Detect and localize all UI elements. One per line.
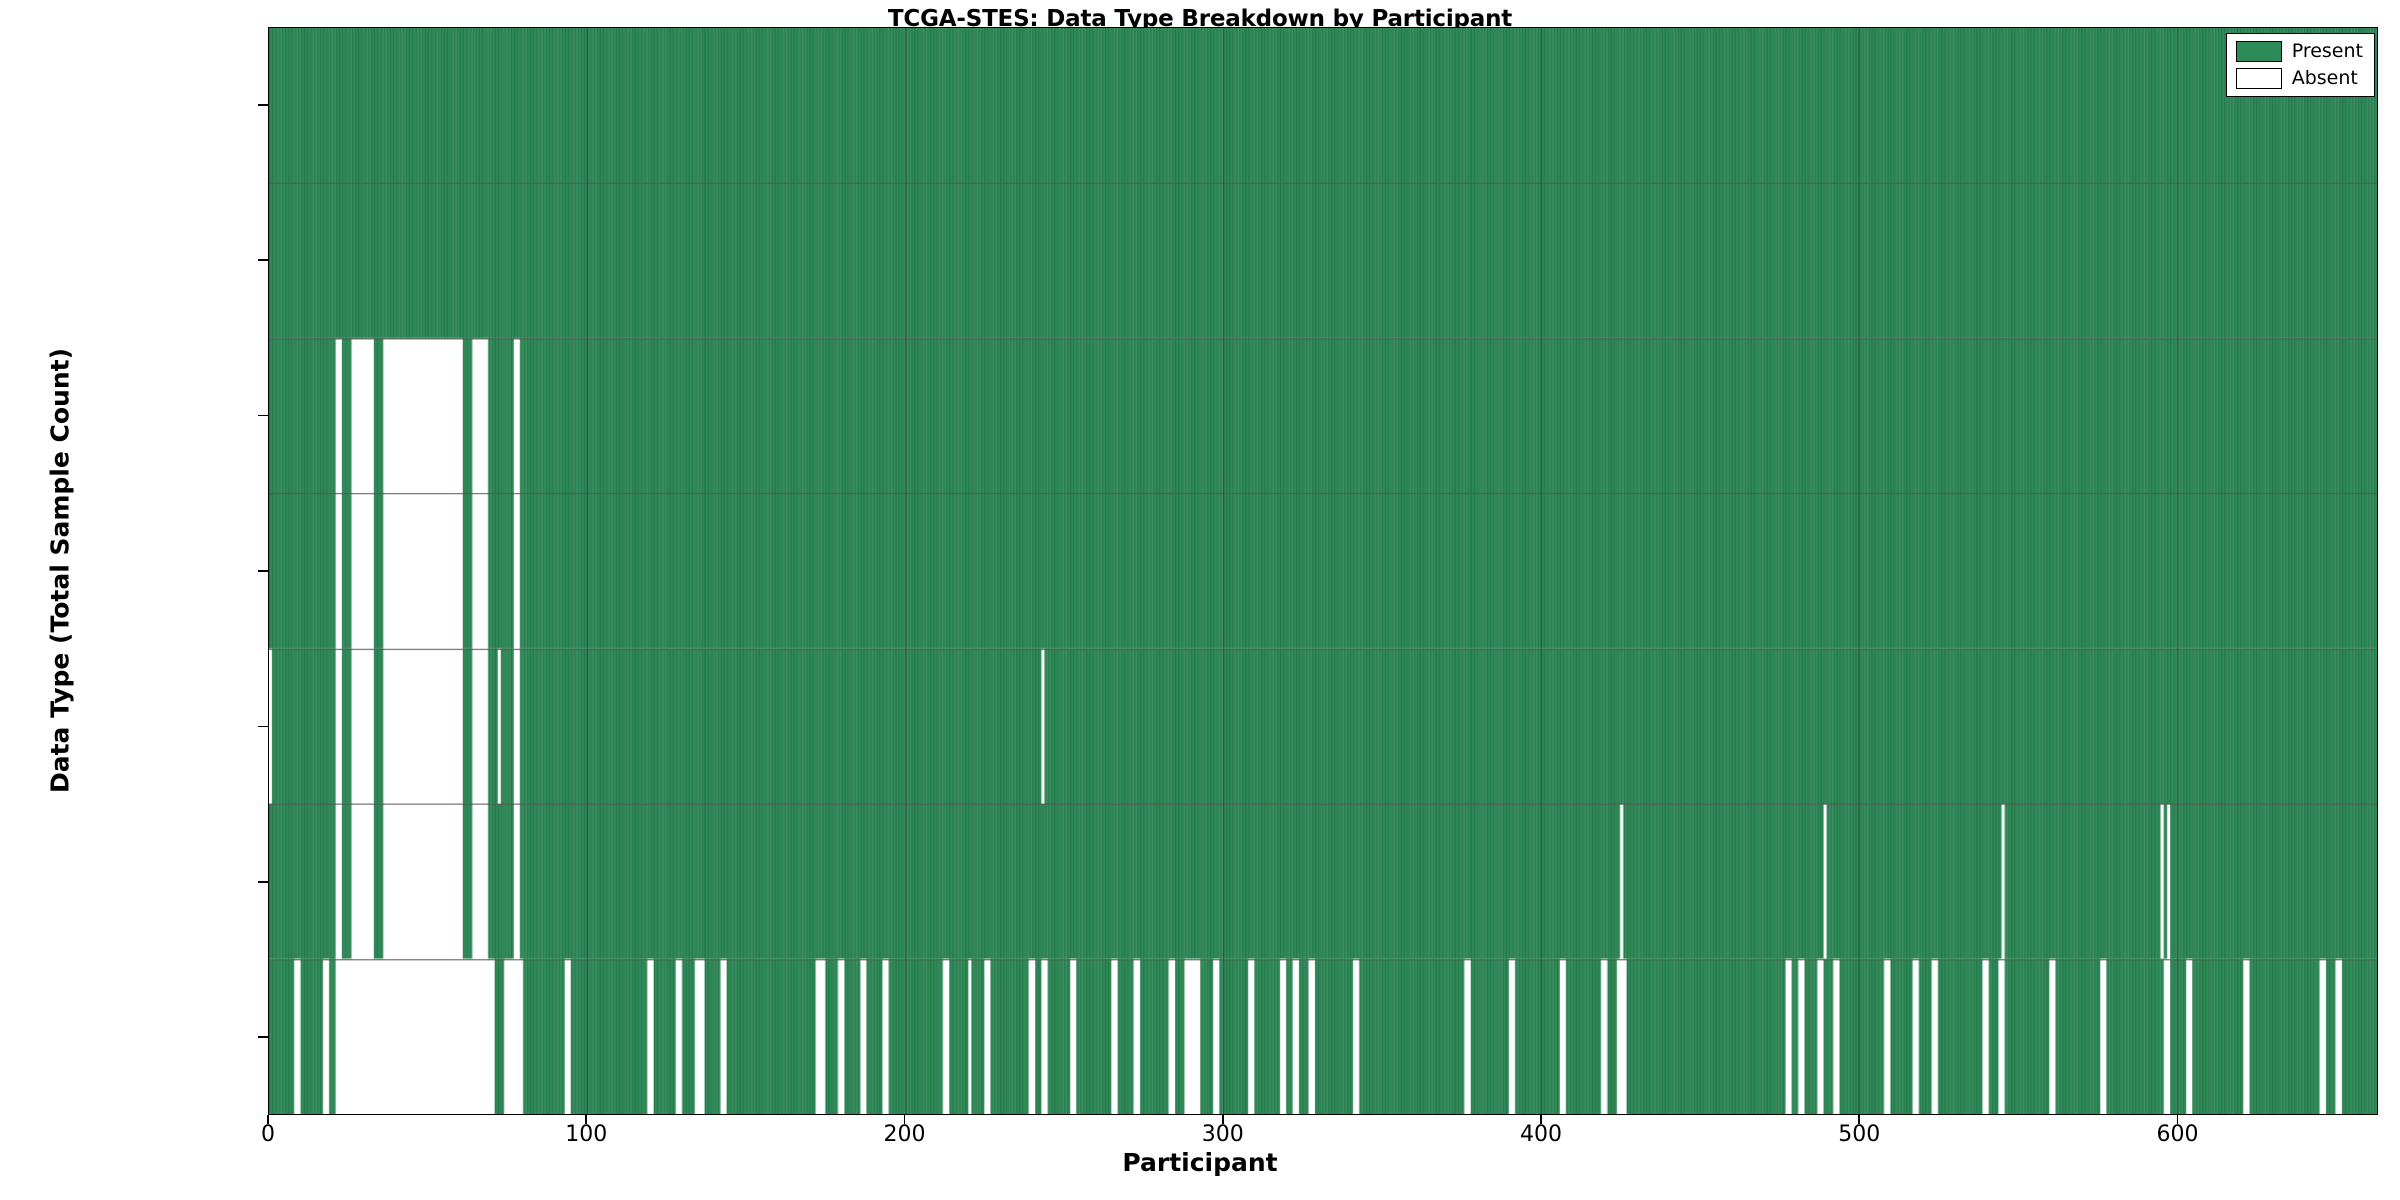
legend-item-absent: Absent xyxy=(2235,67,2363,89)
x-tick-label-500: 500 xyxy=(1838,1122,1881,1147)
x-tick-label-400: 400 xyxy=(1520,1122,1562,1147)
y-tick-mark xyxy=(258,414,268,417)
x-axis-label: Participant xyxy=(1122,1148,1278,1177)
x-tick-mark xyxy=(2176,1115,2179,1124)
y-axis-label: Data Type (Total Sample Count) xyxy=(45,347,75,794)
y-tick-mark xyxy=(258,259,268,261)
y-tick-mark xyxy=(258,1036,268,1039)
legend-swatch-present xyxy=(2235,41,2282,62)
x-tick-mark xyxy=(903,1115,906,1124)
legend-label-present: Present xyxy=(2291,40,2363,62)
x-tick-mark xyxy=(1221,1115,1224,1124)
y-tick-mark xyxy=(258,725,268,728)
x-tick-label-200: 200 xyxy=(883,1122,926,1147)
y-tick-mark xyxy=(258,570,268,572)
x-tick-label-100: 100 xyxy=(565,1122,608,1147)
y-tick-mark xyxy=(258,881,268,883)
x-tick-label-300: 300 xyxy=(1201,1122,1244,1147)
x-tick-mark xyxy=(585,1115,588,1124)
x-tick-label-0: 0 xyxy=(261,1122,275,1147)
legend-label-absent: Absent xyxy=(2291,67,2358,89)
x-tick-mark xyxy=(1540,1115,1542,1124)
x-tick-mark xyxy=(1858,1115,1861,1124)
legend-swatch-absent xyxy=(2235,68,2282,89)
x-tick-mark xyxy=(267,1115,269,1124)
heatmap-plot-area[interactable] xyxy=(268,27,2378,1115)
x-tick-label-600: 600 xyxy=(2156,1122,2199,1147)
legend-item-present: Present xyxy=(2235,40,2363,62)
heatmap-canvas[interactable] xyxy=(269,28,2377,1114)
chart-legend: Present Absent xyxy=(2225,33,2375,97)
y-tick-mark xyxy=(258,103,268,106)
